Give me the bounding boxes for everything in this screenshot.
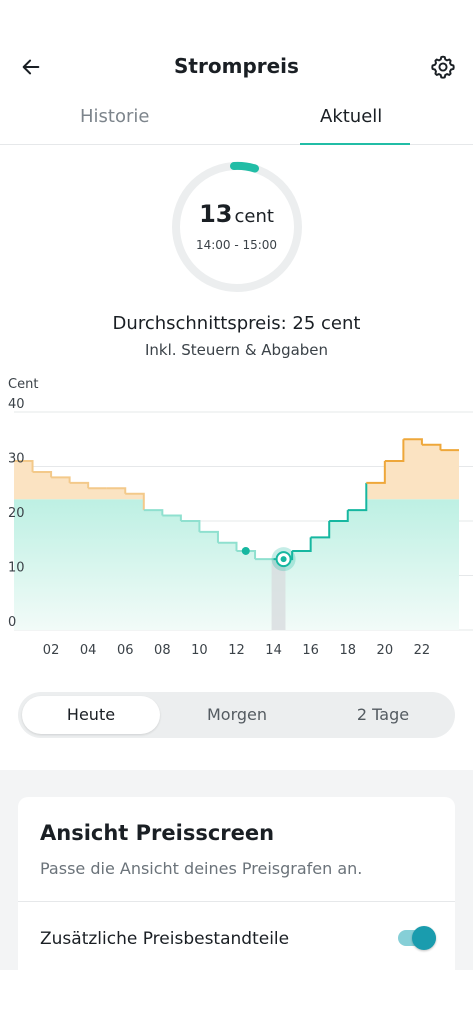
price-line-segment bbox=[32, 470, 53, 478]
x-tick-label: 02 bbox=[43, 643, 60, 658]
x-tick-label: 08 bbox=[154, 643, 171, 658]
price-line-segment bbox=[106, 487, 127, 494]
price-line-segment bbox=[403, 438, 423, 445]
arrow-left-icon bbox=[22, 59, 40, 75]
current-price-value: 13 bbox=[199, 200, 233, 228]
y-tick-label: 30 bbox=[8, 452, 25, 467]
price-line-segment bbox=[180, 520, 201, 532]
current-price-unit: cent bbox=[234, 206, 274, 227]
tab-historie[interactable]: Historie bbox=[80, 106, 150, 127]
average-price: Durchschnittspreis: 25 cent bbox=[112, 313, 361, 334]
x-tick-label: 14 bbox=[265, 643, 282, 658]
price-line-segment bbox=[125, 492, 145, 511]
y-tick-label: 20 bbox=[8, 506, 25, 521]
x-tick-label: 18 bbox=[339, 643, 356, 658]
gear-icon bbox=[431, 55, 455, 79]
divider bbox=[18, 901, 455, 902]
price-line-segment bbox=[69, 481, 90, 489]
current-timespan: 14:00 - 15:00 bbox=[195, 238, 278, 252]
x-tick-label: 10 bbox=[191, 643, 208, 658]
price-line-segment bbox=[329, 510, 349, 522]
price-note: Inkl. Steuern & Abgaben bbox=[144, 341, 329, 359]
reference-point bbox=[241, 546, 250, 555]
range-option-heute[interactable]: Heute bbox=[22, 696, 160, 734]
app-header: Strompreis bbox=[0, 0, 473, 100]
tab-aktuell[interactable]: Aktuell bbox=[320, 106, 383, 127]
price-line-segment bbox=[347, 482, 368, 512]
price-line-segment bbox=[421, 443, 442, 451]
price-line-segment bbox=[292, 537, 312, 552]
price-line-segment bbox=[310, 521, 331, 539]
current-hour-bar bbox=[271, 559, 286, 630]
price-gauge bbox=[172, 161, 302, 292]
settings-card-title: Ansicht Preisscreen bbox=[40, 821, 275, 845]
y-tick-label: 0 bbox=[8, 615, 16, 630]
extra-price-components-toggle[interactable] bbox=[398, 925, 436, 951]
range-selector: Heute Morgen 2 Tage bbox=[18, 692, 455, 738]
price-chart[interactable]: Cent 40 30 20 10 0 02 04 06 08 10 12 14 16 18 20 22 bbox=[0, 372, 473, 672]
y-tick-label: 40 bbox=[8, 397, 25, 412]
toggle-knob bbox=[412, 926, 436, 950]
x-tick-label: 06 bbox=[117, 643, 134, 658]
active-tab-indicator bbox=[300, 143, 410, 145]
back-button[interactable] bbox=[16, 52, 46, 82]
x-tick-label: 04 bbox=[80, 643, 97, 658]
x-tick-label: 16 bbox=[302, 643, 319, 658]
y-tick-label: 10 bbox=[8, 561, 25, 576]
price-line-segment bbox=[51, 476, 71, 483]
current-price-dot bbox=[280, 556, 287, 563]
x-tick-label: 22 bbox=[414, 643, 431, 658]
settings-card-subtitle: Passe die Ansicht deines Preisgrafen an. bbox=[40, 859, 363, 878]
price-line-segment bbox=[366, 461, 386, 484]
price-line-segment bbox=[199, 530, 219, 543]
current-price: 13 cent bbox=[0, 200, 473, 228]
range-option-morgen[interactable]: Morgen bbox=[206, 705, 268, 724]
above-average-area bbox=[14, 439, 459, 500]
range-option-2-tage[interactable]: 2 Tage bbox=[356, 705, 410, 724]
y-axis-label: Cent bbox=[8, 377, 38, 392]
price-line-segment bbox=[217, 541, 238, 551]
price-line-segment bbox=[162, 514, 182, 521]
tab-bar: Historie Aktuell bbox=[0, 100, 473, 145]
price-line-segment bbox=[14, 460, 34, 472]
price-area bbox=[14, 499, 459, 630]
price-line-segment bbox=[384, 439, 405, 463]
page-title: Strompreis bbox=[174, 54, 299, 78]
settings-button[interactable] bbox=[427, 51, 459, 83]
price-line-segment bbox=[143, 509, 164, 516]
extra-price-components-label: Zusätzliche Preisbestandteile bbox=[40, 929, 290, 949]
x-tick-label: 20 bbox=[377, 643, 394, 658]
x-tick-label: 12 bbox=[228, 643, 245, 658]
settings-card: Ansicht Preisscreen Passe die Ansicht de… bbox=[18, 797, 455, 970]
